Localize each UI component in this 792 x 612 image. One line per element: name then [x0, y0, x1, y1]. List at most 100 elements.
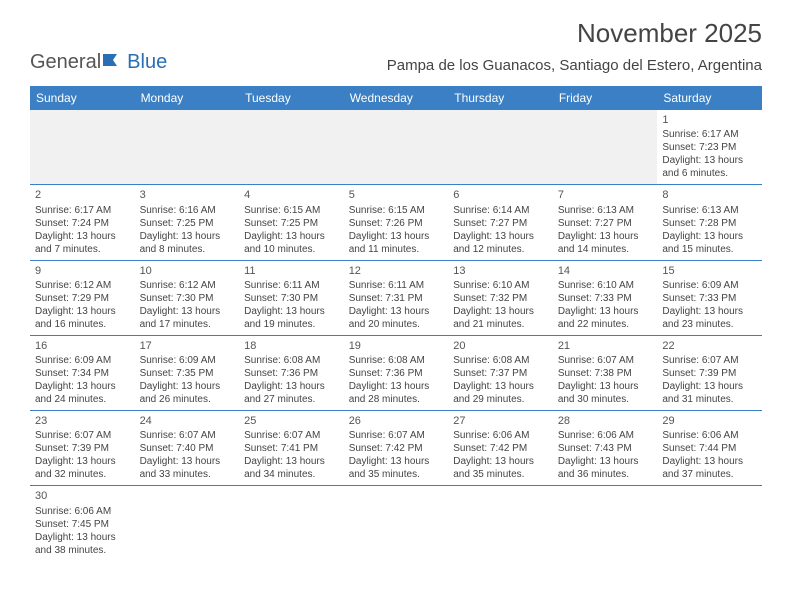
- daylight-text: and 11 minutes.: [349, 243, 444, 256]
- daylight-text: and 21 minutes.: [453, 318, 548, 331]
- calendar-cell: 8 Sunrise: 6:13 AMSunset: 7:28 PMDaylight…: [657, 185, 762, 260]
- sunset-text: Sunset: 7:30 PM: [140, 292, 235, 305]
- day-number: 11: [244, 264, 339, 278]
- calendar-cell: 22Sunrise: 6:07 AMSunset: 7:39 PMDayligh…: [657, 335, 762, 410]
- calendar-cell: 28Sunrise: 6:06 AMSunset: 7:43 PMDayligh…: [553, 411, 658, 486]
- sunrise-text: Sunrise: 6:15 AM: [244, 204, 339, 217]
- sunset-text: Sunset: 7:38 PM: [558, 367, 653, 380]
- daylight-text: Daylight: 13 hours: [558, 230, 653, 243]
- sunset-text: Sunset: 7:25 PM: [244, 217, 339, 230]
- daylight-text: and 36 minutes.: [558, 468, 653, 481]
- calendar-cell: 4Sunrise: 6:15 AMSunset: 7:25 PMDaylight…: [239, 185, 344, 260]
- calendar-cell: 21Sunrise: 6:07 AMSunset: 7:38 PMDayligh…: [553, 335, 658, 410]
- daylight-text: and 24 minutes.: [35, 393, 130, 406]
- day-number: 2: [35, 188, 130, 202]
- sunrise-text: Sunrise: 6:09 AM: [662, 279, 757, 292]
- sunrise-text: Sunrise: 6:06 AM: [35, 505, 130, 518]
- calendar-row: 23Sunrise: 6:07 AMSunset: 7:39 PMDayligh…: [30, 411, 762, 486]
- calendar-cell: 26Sunrise: 6:07 AMSunset: 7:42 PMDayligh…: [344, 411, 449, 486]
- daylight-text: and 35 minutes.: [453, 468, 548, 481]
- day-number: 18: [244, 339, 339, 353]
- day-number: 25: [244, 414, 339, 428]
- calendar-cell: 16Sunrise: 6:09 AMSunset: 7:34 PMDayligh…: [30, 335, 135, 410]
- daylight-text: Daylight: 13 hours: [662, 230, 757, 243]
- sunset-text: Sunset: 7:36 PM: [349, 367, 444, 380]
- daylight-text: Daylight: 13 hours: [662, 305, 757, 318]
- calendar-row: 1Sunrise: 6:17 AMSunset: 7:23 PMDaylight…: [30, 110, 762, 185]
- calendar-cell: 13Sunrise: 6:10 AMSunset: 7:32 PMDayligh…: [448, 260, 553, 335]
- sunset-text: Sunset: 7:36 PM: [244, 367, 339, 380]
- weekday-header: Friday: [553, 86, 658, 110]
- logo-text-blue: Blue: [127, 51, 167, 74]
- sunset-text: Sunset: 7:45 PM: [35, 518, 130, 531]
- sunrise-text: Sunrise: 6:16 AM: [140, 204, 235, 217]
- calendar-cell-empty: [448, 486, 553, 561]
- header: General Blue November 2025 Pampa de los …: [0, 0, 792, 80]
- calendar-cell: 11Sunrise: 6:11 AMSunset: 7:30 PMDayligh…: [239, 260, 344, 335]
- calendar-cell: 6Sunrise: 6:14 AMSunset: 7:27 PMDaylight…: [448, 185, 553, 260]
- calendar-cell: 7Sunrise: 6:13 AMSunset: 7:27 PMDaylight…: [553, 185, 658, 260]
- calendar-cell: 24Sunrise: 6:07 AMSunset: 7:40 PMDayligh…: [135, 411, 240, 486]
- calendar-cell: 10Sunrise: 6:12 AMSunset: 7:30 PMDayligh…: [135, 260, 240, 335]
- sunset-text: Sunset: 7:35 PM: [140, 367, 235, 380]
- daylight-text: and 17 minutes.: [140, 318, 235, 331]
- weekday-header: Wednesday: [344, 86, 449, 110]
- sunset-text: Sunset: 7:33 PM: [662, 292, 757, 305]
- calendar-cell-empty: [448, 110, 553, 185]
- calendar-cell: 12Sunrise: 6:11 AMSunset: 7:31 PMDayligh…: [344, 260, 449, 335]
- calendar-cell: 29Sunrise: 6:06 AMSunset: 7:44 PMDayligh…: [657, 411, 762, 486]
- daylight-text: Daylight: 13 hours: [349, 230, 444, 243]
- calendar-row: 9Sunrise: 6:12 AMSunset: 7:29 PMDaylight…: [30, 260, 762, 335]
- sunset-text: Sunset: 7:42 PM: [453, 442, 548, 455]
- daylight-text: and 14 minutes.: [558, 243, 653, 256]
- day-number: 22: [662, 339, 757, 353]
- daylight-text: and 28 minutes.: [349, 393, 444, 406]
- day-number: 9: [35, 264, 130, 278]
- daylight-text: and 16 minutes.: [35, 318, 130, 331]
- sunrise-text: Sunrise: 6:09 AM: [35, 354, 130, 367]
- sunrise-text: Sunrise: 6:11 AM: [244, 279, 339, 292]
- daylight-text: and 20 minutes.: [349, 318, 444, 331]
- daylight-text: Daylight: 13 hours: [662, 455, 757, 468]
- daylight-text: and 12 minutes.: [453, 243, 548, 256]
- calendar-cell: 1Sunrise: 6:17 AMSunset: 7:23 PMDaylight…: [657, 110, 762, 185]
- sunset-text: Sunset: 7:43 PM: [558, 442, 653, 455]
- daylight-text: Daylight: 13 hours: [140, 230, 235, 243]
- sunrise-text: Sunrise: 6:06 AM: [453, 429, 548, 442]
- day-number: 23: [35, 414, 130, 428]
- calendar-cell-empty: [239, 110, 344, 185]
- calendar-cell-empty: [344, 110, 449, 185]
- day-number: 8: [662, 188, 757, 202]
- day-number: 24: [140, 414, 235, 428]
- sunset-text: Sunset: 7:24 PM: [35, 217, 130, 230]
- calendar-row: 16Sunrise: 6:09 AMSunset: 7:34 PMDayligh…: [30, 335, 762, 410]
- weekday-header: Sunday: [30, 86, 135, 110]
- day-number: 21: [558, 339, 653, 353]
- sunset-text: Sunset: 7:41 PM: [244, 442, 339, 455]
- sunset-text: Sunset: 7:23 PM: [662, 141, 757, 154]
- daylight-text: Daylight: 13 hours: [244, 455, 339, 468]
- sunrise-text: Sunrise: 6:13 AM: [662, 204, 757, 217]
- daylight-text: and 35 minutes.: [349, 468, 444, 481]
- sunset-text: Sunset: 7:34 PM: [35, 367, 130, 380]
- calendar-cell-empty: [135, 110, 240, 185]
- daylight-text: Daylight: 13 hours: [35, 455, 130, 468]
- logo-text-general: General: [30, 51, 101, 74]
- daylight-text: Daylight: 13 hours: [453, 380, 548, 393]
- daylight-text: Daylight: 13 hours: [35, 230, 130, 243]
- daylight-text: and 27 minutes.: [244, 393, 339, 406]
- calendar-cell-empty: [135, 486, 240, 561]
- weekday-header: Thursday: [448, 86, 553, 110]
- daylight-text: Daylight: 13 hours: [349, 455, 444, 468]
- sunset-text: Sunset: 7:28 PM: [662, 217, 757, 230]
- sunrise-text: Sunrise: 6:09 AM: [140, 354, 235, 367]
- sunrise-text: Sunrise: 6:07 AM: [349, 429, 444, 442]
- day-number: 16: [35, 339, 130, 353]
- sunset-text: Sunset: 7:26 PM: [349, 217, 444, 230]
- calendar-cell: 3Sunrise: 6:16 AMSunset: 7:25 PMDaylight…: [135, 185, 240, 260]
- calendar-cell-empty: [344, 486, 449, 561]
- daylight-text: Daylight: 13 hours: [453, 455, 548, 468]
- daylight-text: Daylight: 13 hours: [244, 305, 339, 318]
- daylight-text: and 34 minutes.: [244, 468, 339, 481]
- day-number: 10: [140, 264, 235, 278]
